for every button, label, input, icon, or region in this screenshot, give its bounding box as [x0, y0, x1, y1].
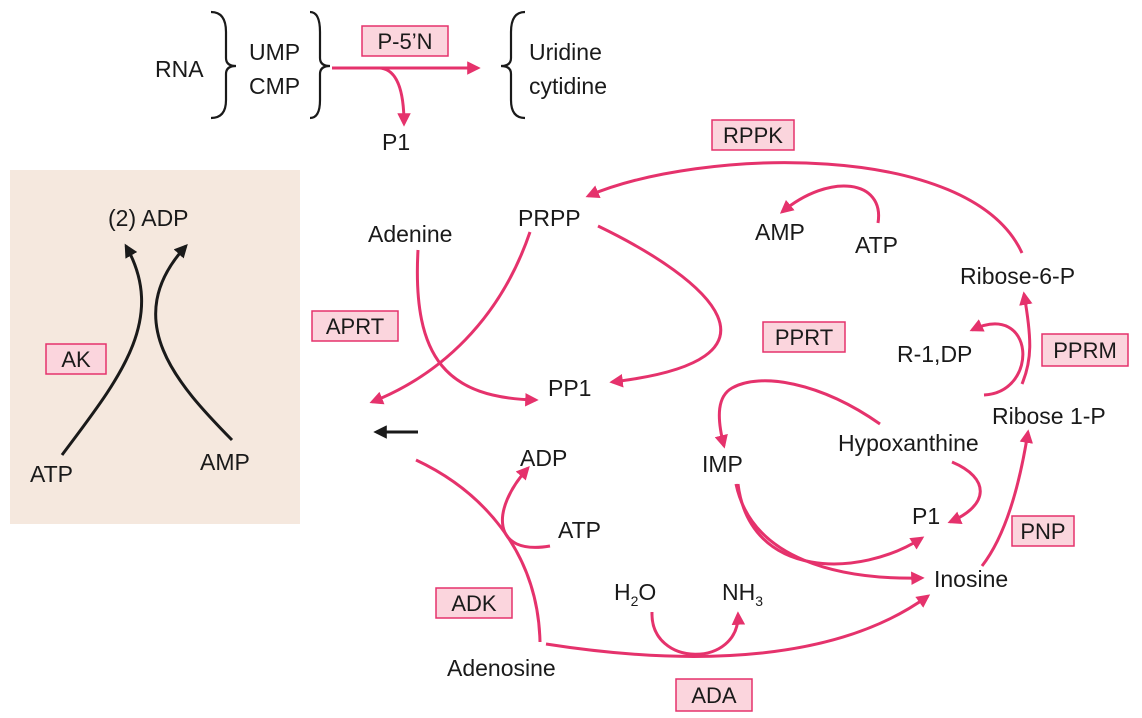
label-ribose1p: Ribose 1-P [992, 403, 1106, 429]
label-amp-ak: AMP [200, 449, 250, 475]
label-ump: UMP [249, 39, 300, 65]
enzyme-ada: ADA [691, 683, 737, 708]
enzyme-aprt: APRT [326, 314, 384, 339]
enzyme-box-aprt [311, 310, 399, 342]
arrow-h2o-to-nh3 [650, 611, 746, 656]
label-imp: IMP [702, 451, 743, 477]
h2o-subscript: 2 [631, 593, 639, 609]
arrow-ribose1p-to-ribose6p [1019, 291, 1033, 385]
label-h2o: H2O [614, 579, 656, 609]
label-amp-rppk: AMP [755, 219, 805, 245]
label-r1dp: R-1,DP [897, 341, 972, 367]
label-atp-ak: ATP [30, 461, 73, 487]
enzyme-pprm: PPRM [1053, 338, 1117, 363]
label-cytidine: cytidine [529, 73, 607, 99]
enzyme-p5n: P-5’N [377, 29, 432, 54]
h2o-main: H [614, 579, 631, 605]
label-p1-mid: P1 [912, 503, 940, 529]
brace-rna [210, 10, 237, 120]
enzyme-adk: ADK [451, 591, 497, 616]
arrow-amp-to-adp [154, 244, 234, 442]
arrow-release-p1 [379, 66, 411, 127]
arrow-imp-to-p1 [736, 483, 925, 566]
nh3-main: NH [722, 579, 755, 605]
label-inosine: Inosine [934, 566, 1008, 592]
enzyme-box-ada [675, 678, 753, 712]
arrow-hypoxanthine-to-p1 [947, 460, 982, 524]
enzyme-box-pnp [1011, 515, 1075, 547]
arrow-to-r1dp [969, 319, 1025, 397]
label-nh3: NH3 [722, 579, 763, 609]
enzyme-pnp: PNP [1020, 519, 1065, 544]
arrow-atp-to-amp [779, 184, 881, 224]
enzyme-box-p5n [361, 25, 449, 57]
label-hypoxanthine: Hypoxanthine [838, 430, 979, 456]
enzyme-ak: AK [61, 347, 91, 372]
enzyme-box-rppk [711, 119, 795, 151]
enzyme-box-adk [435, 587, 513, 619]
enzyme-box-pprt [762, 321, 846, 353]
enzyme-box-ak [45, 343, 107, 375]
enzyme-rppk: RPPK [723, 123, 783, 148]
brace-ump-cmp [309, 10, 331, 120]
brace-nucleosides [500, 10, 526, 120]
arrow-adenosine-to-amp [415, 458, 542, 643]
label-adenine: Adenine [368, 221, 452, 247]
label-pp1: PP1 [548, 375, 591, 401]
arrow-atp-to-adp-adk [501, 465, 551, 549]
label-atp-rppk: ATP [855, 232, 898, 258]
enzyme-box-pprm [1041, 333, 1129, 367]
arrow-atp-to-adp [60, 243, 143, 456]
label-atp-adk: ATP [558, 517, 601, 543]
arrow-adenine-to-pp1 [415, 249, 539, 407]
label-adenosine: Adenosine [447, 655, 556, 681]
arrow-prpp-to-pp1 [597, 224, 723, 388]
label-adp-adk: ADP [520, 445, 567, 471]
h2o-tail: O [638, 579, 656, 605]
label-cmp: CMP [249, 73, 300, 99]
label-uridine: Uridine [529, 39, 602, 65]
arrow-ribose6p-to-prpp [585, 161, 1024, 254]
label-p1-top: P1 [382, 129, 410, 155]
label-two-adp: (2) ADP [108, 205, 189, 231]
label-prpp: PRPP [518, 205, 581, 231]
arrow-inosine-to-ribose1p [980, 429, 1033, 567]
enzyme-pprt: PPRT [775, 325, 833, 350]
arrow-adenosine-to-inosine [545, 594, 931, 658]
arrow-imp-to-inosine [734, 483, 925, 586]
label-ribose6p: Ribose-6-P [960, 263, 1075, 289]
nh3-subscript: 3 [755, 593, 763, 609]
label-rna: RNA [155, 56, 204, 82]
arrow-hypoxanthine-to-imp [714, 379, 881, 449]
arrow-prpp-to-amp [369, 231, 532, 405]
